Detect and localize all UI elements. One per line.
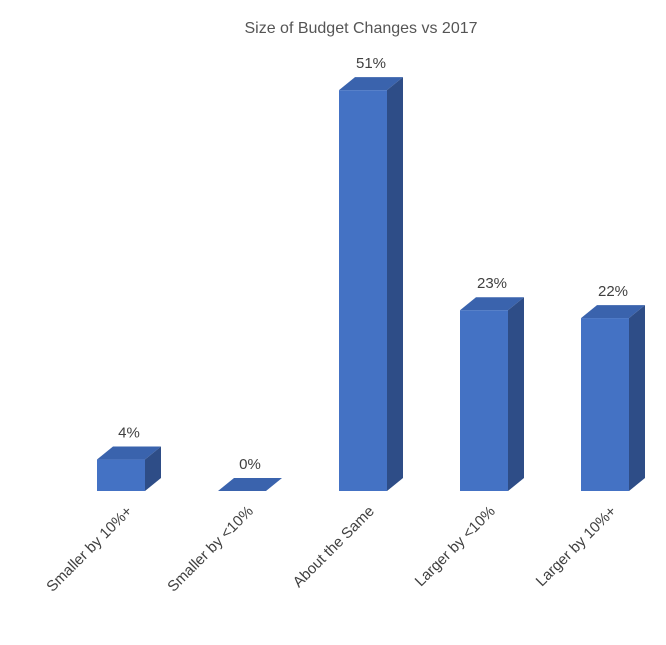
data-labels-group: 4% 0% 51% 23% 22% <box>118 55 628 473</box>
category-label: About the Same <box>290 503 378 591</box>
bars-group <box>97 77 645 491</box>
data-label: 22% <box>598 283 628 300</box>
bar-0 <box>97 446 161 491</box>
bar-front-face <box>460 310 508 491</box>
bar-3 <box>460 297 524 491</box>
chart-title: Size of Budget Changes vs 2017 <box>244 20 477 37</box>
category-label: Larger by 10%+ <box>533 503 620 590</box>
bar-4 <box>581 305 645 491</box>
bar-side-face <box>629 305 645 491</box>
data-label: 23% <box>477 275 507 292</box>
data-label: 51% <box>356 55 386 72</box>
bar-2 <box>339 77 403 491</box>
bar-front-face <box>339 90 387 491</box>
bar-side-face <box>387 77 403 491</box>
data-label: 4% <box>118 425 140 442</box>
category-label: Smaller by <10% <box>164 503 256 595</box>
bar-top-face <box>339 77 403 91</box>
bar-top-face <box>97 446 161 460</box>
bar-side-face <box>508 297 524 491</box>
bar-1 <box>218 478 282 491</box>
bar-top-face <box>460 297 524 311</box>
bar-front-face <box>97 459 145 491</box>
bar-front-face <box>581 318 629 491</box>
bar-top-face <box>581 305 645 319</box>
bar-side-face <box>145 446 161 491</box>
bar-top-face <box>218 478 282 491</box>
data-label: 0% <box>239 456 261 473</box>
category-label: Smaller by 10%+ <box>43 503 136 596</box>
category-labels-group: Smaller by 10%+ Smaller by <10% About the … <box>43 503 620 596</box>
category-label: Larger by <10% <box>412 503 499 590</box>
